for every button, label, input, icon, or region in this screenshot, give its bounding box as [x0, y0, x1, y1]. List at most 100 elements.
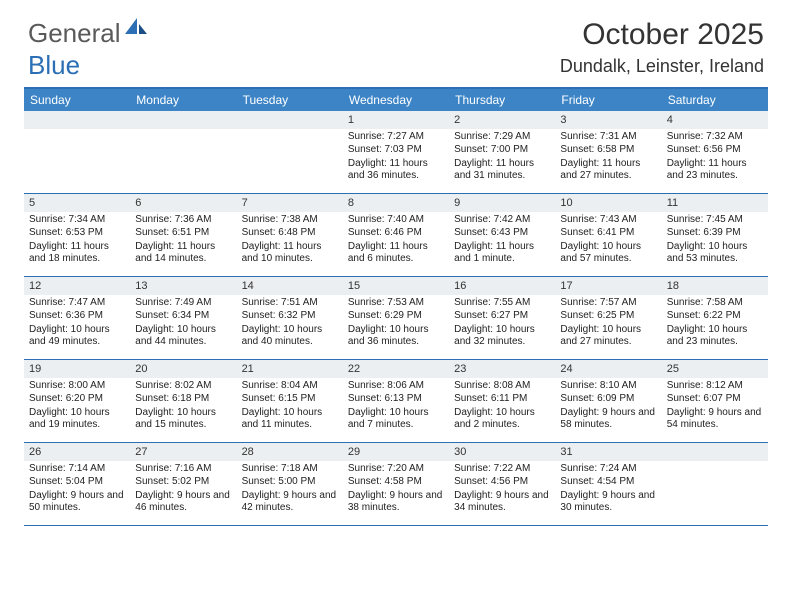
sunrise-text: Sunrise: 7:45 AM — [667, 214, 763, 227]
day-cell: 27Sunrise: 7:16 AMSunset: 5:02 PMDayligh… — [130, 443, 236, 525]
day-info: Sunrise: 7:45 AMSunset: 6:39 PMDaylight:… — [662, 212, 768, 271]
sunset-text: Sunset: 4:56 PM — [454, 476, 550, 489]
day-number: 10 — [555, 194, 661, 212]
sunset-text: Sunset: 7:03 PM — [348, 144, 444, 157]
day-info: Sunrise: 7:27 AMSunset: 7:03 PMDaylight:… — [343, 129, 449, 188]
day-cell: 20Sunrise: 8:02 AMSunset: 6:18 PMDayligh… — [130, 360, 236, 442]
sunset-text: Sunset: 6:18 PM — [135, 393, 231, 406]
day-number — [130, 111, 236, 129]
daylight-text: Daylight: 10 hours and 15 minutes. — [135, 407, 231, 433]
day-number: 6 — [130, 194, 236, 212]
day-number: 12 — [24, 277, 130, 295]
sunrise-text: Sunrise: 8:06 AM — [348, 380, 444, 393]
day-number: 25 — [662, 360, 768, 378]
daylight-text: Daylight: 11 hours and 31 minutes. — [454, 158, 550, 184]
day-cell: 30Sunrise: 7:22 AMSunset: 4:56 PMDayligh… — [449, 443, 555, 525]
daylight-text: Daylight: 11 hours and 27 minutes. — [560, 158, 656, 184]
day-info: Sunrise: 8:02 AMSunset: 6:18 PMDaylight:… — [130, 378, 236, 437]
day-number: 13 — [130, 277, 236, 295]
daylight-text: Daylight: 10 hours and 49 minutes. — [29, 324, 125, 350]
day-cell: 10Sunrise: 7:43 AMSunset: 6:41 PMDayligh… — [555, 194, 661, 276]
day-cell: 19Sunrise: 8:00 AMSunset: 6:20 PMDayligh… — [24, 360, 130, 442]
sunset-text: Sunset: 5:04 PM — [29, 476, 125, 489]
day-info: Sunrise: 8:04 AMSunset: 6:15 PMDaylight:… — [237, 378, 343, 437]
day-info: Sunrise: 7:22 AMSunset: 4:56 PMDaylight:… — [449, 461, 555, 520]
day-header: Wednesday — [343, 89, 449, 111]
sunrise-text: Sunrise: 8:04 AM — [242, 380, 338, 393]
daylight-text: Daylight: 11 hours and 23 minutes. — [667, 158, 763, 184]
daylight-text: Daylight: 11 hours and 10 minutes. — [242, 241, 338, 267]
sunrise-text: Sunrise: 7:47 AM — [29, 297, 125, 310]
sunrise-text: Sunrise: 7:57 AM — [560, 297, 656, 310]
day-number — [237, 111, 343, 129]
week-row: 26Sunrise: 7:14 AMSunset: 5:04 PMDayligh… — [24, 443, 768, 526]
day-cell: 8Sunrise: 7:40 AMSunset: 6:46 PMDaylight… — [343, 194, 449, 276]
day-info: Sunrise: 8:10 AMSunset: 6:09 PMDaylight:… — [555, 378, 661, 437]
daylight-text: Daylight: 10 hours and 11 minutes. — [242, 407, 338, 433]
sunset-text: Sunset: 6:13 PM — [348, 393, 444, 406]
day-number: 4 — [662, 111, 768, 129]
day-header: Friday — [555, 89, 661, 111]
day-info: Sunrise: 8:08 AMSunset: 6:11 PMDaylight:… — [449, 378, 555, 437]
header: General October 2025 Dundalk, Leinster, … — [0, 0, 792, 87]
daylight-text: Daylight: 9 hours and 58 minutes. — [560, 407, 656, 433]
day-info: Sunrise: 7:24 AMSunset: 4:54 PMDaylight:… — [555, 461, 661, 520]
daylight-text: Daylight: 10 hours and 36 minutes. — [348, 324, 444, 350]
day-header: Thursday — [449, 89, 555, 111]
daylight-text: Daylight: 10 hours and 7 minutes. — [348, 407, 444, 433]
daylight-text: Daylight: 10 hours and 27 minutes. — [560, 324, 656, 350]
day-cell: 12Sunrise: 7:47 AMSunset: 6:36 PMDayligh… — [24, 277, 130, 359]
day-cell: 9Sunrise: 7:42 AMSunset: 6:43 PMDaylight… — [449, 194, 555, 276]
daylight-text: Daylight: 11 hours and 14 minutes. — [135, 241, 231, 267]
day-number: 16 — [449, 277, 555, 295]
sunset-text: Sunset: 6:27 PM — [454, 310, 550, 323]
sunrise-text: Sunrise: 7:18 AM — [242, 463, 338, 476]
day-header: Saturday — [662, 89, 768, 111]
sunset-text: Sunset: 6:11 PM — [454, 393, 550, 406]
day-cell — [24, 111, 130, 193]
sunrise-text: Sunrise: 7:27 AM — [348, 131, 444, 144]
sunset-text: Sunset: 6:07 PM — [667, 393, 763, 406]
day-cell: 1Sunrise: 7:27 AMSunset: 7:03 PMDaylight… — [343, 111, 449, 193]
day-info: Sunrise: 7:42 AMSunset: 6:43 PMDaylight:… — [449, 212, 555, 271]
day-cell: 14Sunrise: 7:51 AMSunset: 6:32 PMDayligh… — [237, 277, 343, 359]
sunset-text: Sunset: 6:51 PM — [135, 227, 231, 240]
day-cell: 13Sunrise: 7:49 AMSunset: 6:34 PMDayligh… — [130, 277, 236, 359]
day-info: Sunrise: 7:49 AMSunset: 6:34 PMDaylight:… — [130, 295, 236, 354]
day-number: 15 — [343, 277, 449, 295]
daylight-text: Daylight: 9 hours and 38 minutes. — [348, 490, 444, 516]
day-number: 14 — [237, 277, 343, 295]
daylight-text: Daylight: 11 hours and 6 minutes. — [348, 241, 444, 267]
daylight-text: Daylight: 11 hours and 18 minutes. — [29, 241, 125, 267]
day-cell: 3Sunrise: 7:31 AMSunset: 6:58 PMDaylight… — [555, 111, 661, 193]
sunset-text: Sunset: 7:00 PM — [454, 144, 550, 157]
day-number: 21 — [237, 360, 343, 378]
day-cell: 28Sunrise: 7:18 AMSunset: 5:00 PMDayligh… — [237, 443, 343, 525]
day-info: Sunrise: 7:51 AMSunset: 6:32 PMDaylight:… — [237, 295, 343, 354]
day-info: Sunrise: 7:18 AMSunset: 5:00 PMDaylight:… — [237, 461, 343, 520]
day-number: 9 — [449, 194, 555, 212]
day-info: Sunrise: 7:53 AMSunset: 6:29 PMDaylight:… — [343, 295, 449, 354]
sunset-text: Sunset: 6:58 PM — [560, 144, 656, 157]
sunrise-text: Sunrise: 7:22 AM — [454, 463, 550, 476]
sunset-text: Sunset: 6:34 PM — [135, 310, 231, 323]
day-number: 5 — [24, 194, 130, 212]
day-cell: 23Sunrise: 8:08 AMSunset: 6:11 PMDayligh… — [449, 360, 555, 442]
day-cell: 17Sunrise: 7:57 AMSunset: 6:25 PMDayligh… — [555, 277, 661, 359]
sunrise-text: Sunrise: 7:16 AM — [135, 463, 231, 476]
week-row: 19Sunrise: 8:00 AMSunset: 6:20 PMDayligh… — [24, 360, 768, 443]
daylight-text: Daylight: 9 hours and 46 minutes. — [135, 490, 231, 516]
sunset-text: Sunset: 6:56 PM — [667, 144, 763, 157]
week-row: 5Sunrise: 7:34 AMSunset: 6:53 PMDaylight… — [24, 194, 768, 277]
day-number: 18 — [662, 277, 768, 295]
day-info: Sunrise: 8:06 AMSunset: 6:13 PMDaylight:… — [343, 378, 449, 437]
day-cell: 24Sunrise: 8:10 AMSunset: 6:09 PMDayligh… — [555, 360, 661, 442]
day-cell: 21Sunrise: 8:04 AMSunset: 6:15 PMDayligh… — [237, 360, 343, 442]
sunrise-text: Sunrise: 8:10 AM — [560, 380, 656, 393]
day-info: Sunrise: 7:57 AMSunset: 6:25 PMDaylight:… — [555, 295, 661, 354]
sunrise-text: Sunrise: 7:49 AM — [135, 297, 231, 310]
day-header: Monday — [130, 89, 236, 111]
day-info: Sunrise: 7:29 AMSunset: 7:00 PMDaylight:… — [449, 129, 555, 188]
day-cell: 11Sunrise: 7:45 AMSunset: 6:39 PMDayligh… — [662, 194, 768, 276]
day-cell — [130, 111, 236, 193]
